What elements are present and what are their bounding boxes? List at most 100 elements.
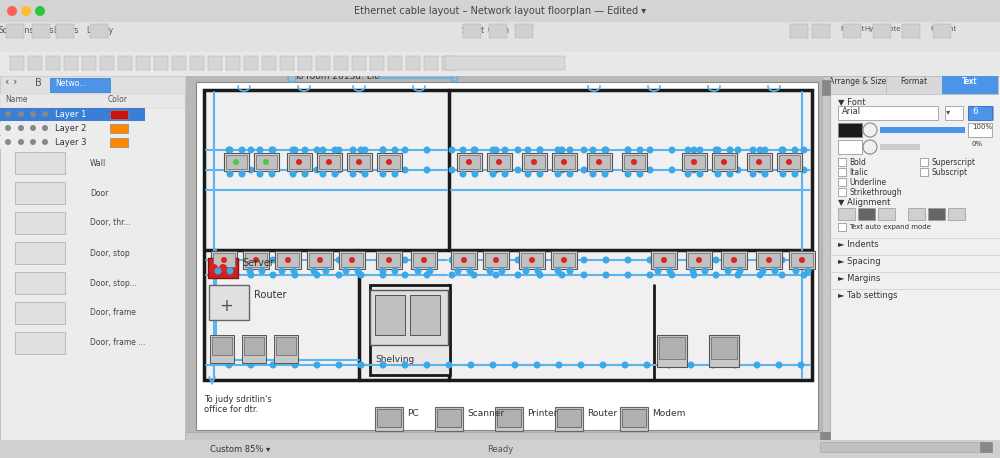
Circle shape [7,6,17,16]
Bar [316,56,330,70]
Bar [812,24,830,38]
Circle shape [350,147,356,153]
Bar [274,335,298,363]
Circle shape [258,267,266,274]
Bar [920,158,928,166]
Bar [880,127,965,133]
Circle shape [590,170,596,178]
Circle shape [536,147,544,153]
Circle shape [292,167,298,174]
Circle shape [734,256,742,263]
Text: Hypernote: Hypernote [865,26,901,32]
Circle shape [696,147,704,153]
Text: Name: Name [5,95,28,104]
Bar [309,253,331,267]
Circle shape [580,147,588,153]
Circle shape [226,167,232,174]
Bar [110,110,128,119]
Bar [437,409,461,427]
Text: Pages: Pages [31,26,53,35]
Circle shape [712,256,720,263]
Circle shape [502,147,509,153]
Bar [497,409,521,427]
Circle shape [514,167,522,174]
Bar [686,251,712,269]
Circle shape [646,147,654,153]
Circle shape [278,267,286,274]
Bar [838,223,846,231]
Circle shape [566,170,574,178]
Bar [64,56,78,70]
Bar [948,208,965,220]
Circle shape [772,267,778,274]
Bar [185,432,830,440]
Circle shape [492,272,500,278]
Circle shape [320,147,326,153]
Text: Smart: Smart [461,26,485,35]
Circle shape [292,147,298,153]
Circle shape [226,256,232,263]
Bar [838,158,846,166]
Bar [190,56,204,70]
Bar [463,24,481,38]
Circle shape [668,147,676,153]
Circle shape [466,267,474,274]
Text: Layer 3: Layer 3 [55,138,87,147]
Bar [838,106,938,120]
Circle shape [380,147,386,153]
Text: Library: Library [86,26,114,35]
Bar [307,251,333,269]
Bar [942,76,998,94]
Text: ▾: ▾ [946,107,950,116]
Circle shape [780,170,786,178]
Text: Solutions: Solutions [0,26,34,35]
Bar [289,155,310,169]
Circle shape [490,147,496,153]
Circle shape [792,170,798,178]
Circle shape [354,267,362,274]
Text: Format: Format [841,26,865,32]
Bar [489,155,510,169]
Circle shape [246,267,254,274]
Circle shape [380,170,386,178]
Circle shape [554,267,562,274]
Circle shape [210,264,218,272]
Bar [28,56,42,70]
Circle shape [757,167,764,174]
Text: Netwo...: Netwo... [55,79,86,88]
Bar [244,337,264,355]
Bar [521,253,543,267]
Circle shape [661,257,667,263]
Circle shape [637,170,644,178]
Circle shape [380,361,386,369]
Circle shape [392,170,398,178]
Bar [100,56,114,70]
Text: 0%: 0% [972,141,983,147]
Circle shape [800,147,808,153]
Bar [254,153,279,171]
Circle shape [724,267,732,274]
Bar [453,253,475,267]
Bar [204,90,812,380]
Circle shape [415,267,422,274]
Circle shape [736,267,744,274]
Circle shape [248,256,254,263]
Circle shape [734,272,742,278]
Circle shape [792,267,800,274]
Bar [682,153,707,171]
Circle shape [778,147,786,153]
Circle shape [580,272,588,278]
Circle shape [358,256,364,263]
Bar [347,153,372,171]
Circle shape [239,170,246,178]
Circle shape [734,167,742,174]
Bar [370,285,450,375]
Circle shape [688,361,694,369]
Bar [410,295,440,335]
Text: Superscript: Superscript [931,158,975,167]
Bar [0,440,1000,458]
Text: ► Margins: ► Margins [838,274,880,283]
Bar [723,253,745,267]
Circle shape [21,6,31,16]
Bar [276,337,296,355]
